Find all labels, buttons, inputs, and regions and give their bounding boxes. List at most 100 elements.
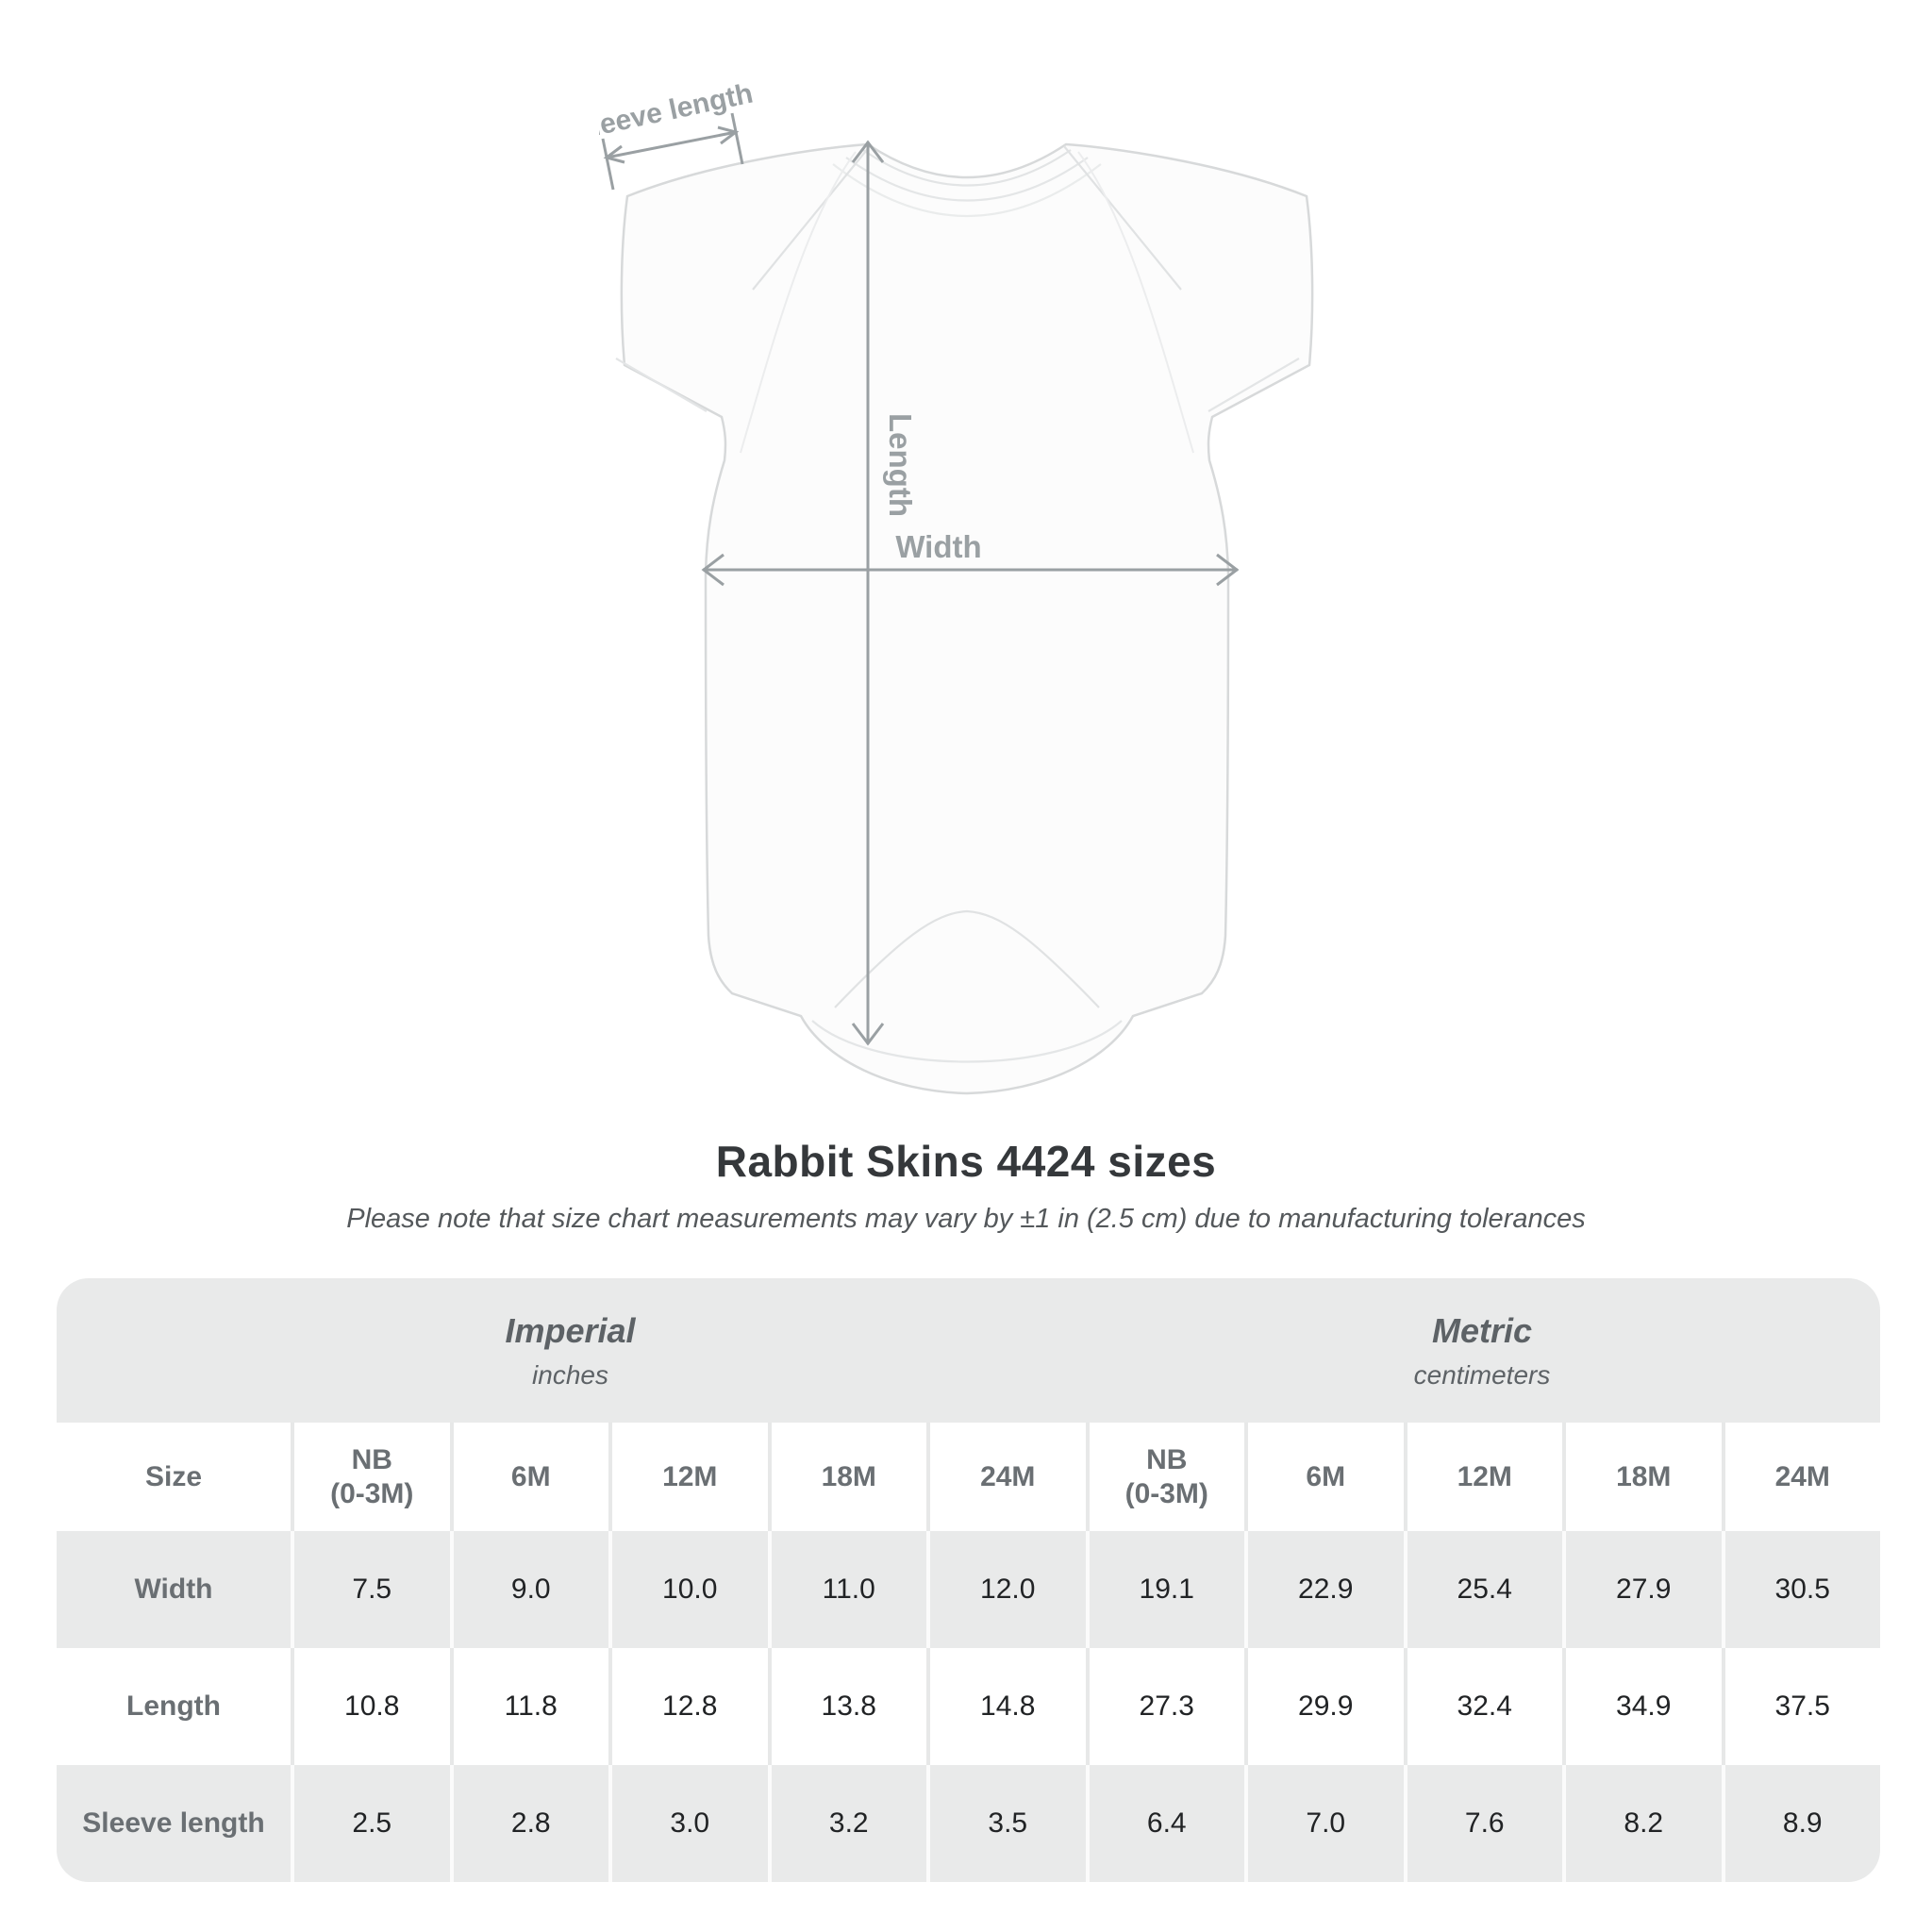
col-header: NB (0-3M) <box>1085 1423 1245 1531</box>
size-header-text: Size <box>144 1460 203 1492</box>
col-header: 6M <box>449 1423 609 1531</box>
table-row-width: Width 7.5 9.0 10.0 11.0 12.0 19.1 22.9 2… <box>57 1531 1880 1648</box>
value-text: 29.9 <box>1298 1690 1354 1722</box>
value-text: 10.8 <box>344 1690 400 1722</box>
col-header-text: 18M <box>1616 1460 1672 1492</box>
value-cell: 27.3 <box>1085 1648 1245 1765</box>
col-header-sub: (0-3M) <box>1124 1477 1208 1509</box>
row-label-cell: Width <box>57 1531 291 1648</box>
col-header: 6M <box>1244 1423 1404 1531</box>
tolerance-note: Please note that size chart measurements… <box>346 1204 1586 1234</box>
value-text: 25.4 <box>1457 1574 1512 1605</box>
length-arrow <box>851 140 885 1046</box>
value-cell: 25.4 <box>1403 1531 1563 1648</box>
metric-unit: centimeters <box>1413 1359 1551 1390</box>
row-label-text: Width <box>134 1574 213 1605</box>
value-cell: 7.5 <box>291 1531 450 1648</box>
value-text: 8.2 <box>1624 1807 1664 1839</box>
value-cell: 9.0 <box>449 1531 609 1648</box>
value-text: 3.0 <box>670 1807 710 1839</box>
col-header-text: 6M <box>1306 1460 1346 1492</box>
size-header-cell: Size <box>57 1423 291 1531</box>
imperial-unit: inches <box>532 1359 608 1390</box>
value-text: 27.9 <box>1616 1574 1672 1605</box>
metric-header: Metric centimeters <box>1084 1278 1880 1423</box>
value-text: 8.9 <box>1782 1807 1823 1839</box>
table-row-sleeve-length: Sleeve length 2.5 2.8 3.0 3.2 3.5 6.4 7.… <box>57 1765 1880 1882</box>
value-cell: 2.8 <box>449 1765 609 1882</box>
value-text: 10.0 <box>662 1574 718 1605</box>
value-text: 9.0 <box>510 1574 551 1605</box>
value-cell: 19.1 <box>1085 1531 1245 1648</box>
value-cell: 8.9 <box>1721 1765 1881 1882</box>
width-label: Width <box>895 529 981 564</box>
value-cell: 12.0 <box>926 1531 1086 1648</box>
length-label: Length <box>883 413 918 517</box>
value-text: 7.0 <box>1306 1807 1346 1839</box>
onesie-diagram: Length Width Sleeve length <box>599 77 1314 1095</box>
row-label-text: Length <box>126 1690 221 1722</box>
metric-label: Metric <box>1431 1310 1533 1350</box>
value-cell: 34.9 <box>1562 1648 1722 1765</box>
value-text: 3.2 <box>828 1807 869 1839</box>
col-header-text: 24M <box>1774 1460 1830 1492</box>
value-cell: 22.9 <box>1244 1531 1404 1648</box>
col-header: 18M <box>1562 1423 1722 1531</box>
value-cell: 11.0 <box>767 1531 927 1648</box>
table-row-length: Length 10.8 11.8 12.8 13.8 14.8 27.3 29.… <box>57 1648 1880 1765</box>
value-text: 22.9 <box>1298 1574 1354 1605</box>
value-text: 14.8 <box>980 1690 1036 1722</box>
row-label-text: Sleeve length <box>82 1807 265 1839</box>
unit-header-band: Imperial inches Metric centimeters <box>57 1278 1880 1423</box>
size-header-row: Size NB (0-3M) 6M 12M 18M 24M NB (0-3M) 6M… <box>57 1423 1880 1531</box>
onesie-silhouette <box>615 142 1314 1095</box>
value-text: 12.0 <box>980 1574 1036 1605</box>
value-cell: 12.8 <box>608 1648 768 1765</box>
value-text: 11.0 <box>822 1574 875 1605</box>
value-text: 34.9 <box>1616 1690 1672 1722</box>
value-cell: 7.6 <box>1403 1765 1563 1882</box>
col-header-text: 12M <box>1457 1460 1512 1492</box>
col-header-text: NB <box>1146 1444 1188 1476</box>
value-cell: 32.4 <box>1403 1648 1563 1765</box>
page-title: Rabbit Skins 4424 sizes <box>715 1137 1217 1186</box>
value-text: 7.6 <box>1464 1807 1505 1839</box>
value-cell: 3.2 <box>767 1765 927 1882</box>
value-text: 6.4 <box>1146 1807 1187 1839</box>
value-text: 37.5 <box>1774 1690 1830 1722</box>
value-text: 27.3 <box>1139 1690 1194 1722</box>
value-cell: 11.8 <box>449 1648 609 1765</box>
col-header-text: 12M <box>662 1460 718 1492</box>
imperial-header: Imperial inches <box>57 1278 1084 1423</box>
col-header: NB (0-3M) <box>291 1423 450 1531</box>
width-arrow <box>701 553 1240 587</box>
value-cell: 7.0 <box>1244 1765 1404 1882</box>
value-cell: 13.8 <box>767 1648 927 1765</box>
value-cell: 3.5 <box>926 1765 1086 1882</box>
value-text: 2.8 <box>510 1807 551 1839</box>
value-cell: 30.5 <box>1721 1531 1881 1648</box>
value-text: 19.1 <box>1139 1574 1194 1605</box>
value-text: 7.5 <box>352 1574 392 1605</box>
title-block: Rabbit Skins 4424 sizes Please note that… <box>0 1136 1932 1235</box>
size-table: Imperial inches Metric centimeters Size … <box>57 1278 1880 1882</box>
value-text: 2.5 <box>352 1807 392 1839</box>
col-header: 18M <box>767 1423 927 1531</box>
value-cell: 10.0 <box>608 1531 768 1648</box>
value-text: 32.4 <box>1457 1690 1512 1722</box>
col-header-sub: (0-3M) <box>330 1477 414 1509</box>
col-header-text: 6M <box>510 1460 551 1492</box>
col-header: 24M <box>926 1423 1086 1531</box>
row-label-cell: Length <box>57 1648 291 1765</box>
sleeve-length-arrow <box>601 112 744 191</box>
value-text: 3.5 <box>988 1807 1028 1839</box>
value-text: 11.8 <box>504 1690 558 1722</box>
col-header-text: 24M <box>980 1460 1036 1492</box>
value-cell: 6.4 <box>1085 1765 1245 1882</box>
value-cell: 3.0 <box>608 1765 768 1882</box>
value-cell: 29.9 <box>1244 1648 1404 1765</box>
value-cell: 10.8 <box>291 1648 450 1765</box>
value-text: 12.8 <box>662 1690 718 1722</box>
value-cell: 27.9 <box>1562 1531 1722 1648</box>
value-cell: 14.8 <box>926 1648 1086 1765</box>
